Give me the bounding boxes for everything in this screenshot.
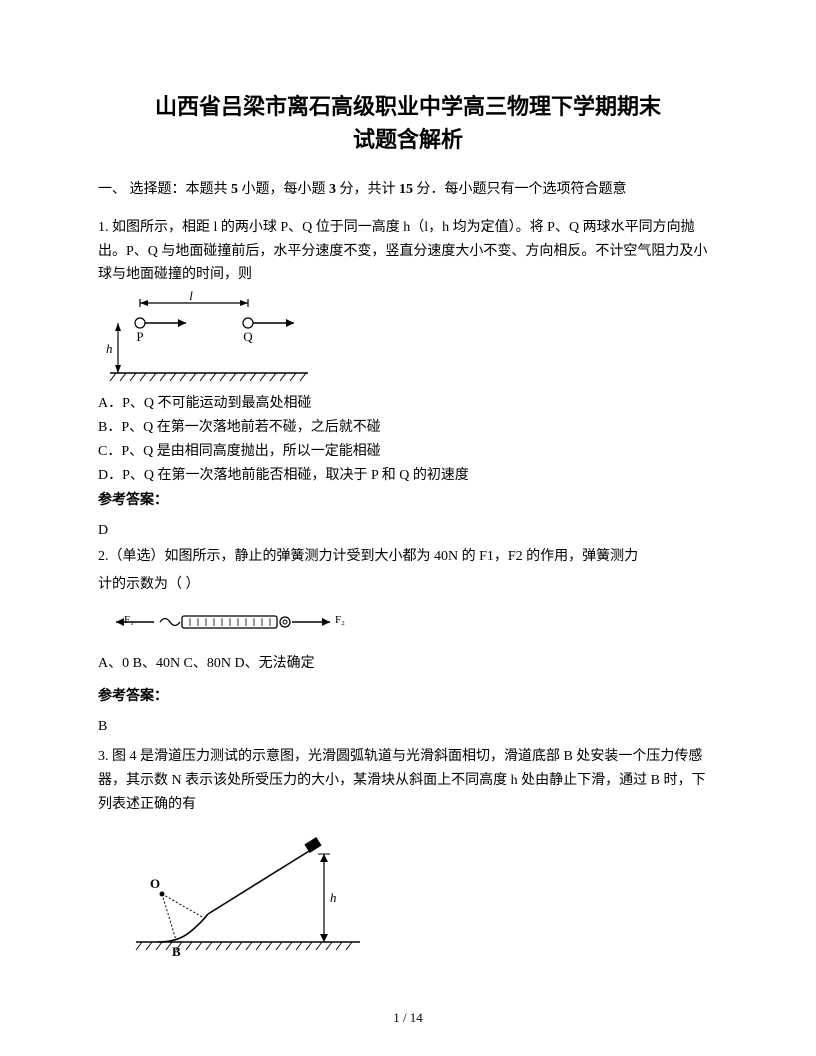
page-number: 1 / 14 xyxy=(0,1010,816,1026)
page-title: 山西省吕梁市离石高级职业中学高三物理下学期期末 试题含解析 xyxy=(98,90,718,156)
q1-num: 1. xyxy=(98,220,109,235)
q2-prefix: （单选）如图所示，静止的弹簧测力计受到大小都为 40N 的 F1，F2 的作用，… xyxy=(109,549,639,564)
title-line1: 山西省吕梁市离石高级职业中学高三物理下学期期末 xyxy=(155,94,661,119)
q2-line2: 计的示数为（ ） xyxy=(98,573,718,597)
title-line2: 试题含解析 xyxy=(353,127,463,152)
label-F1: F₁ xyxy=(124,614,134,626)
q2-options: A、0 B、40N C、80N D、无法确定 xyxy=(98,652,718,676)
q1-option-a: A．P、Q 不可能运动到最高处相碰 xyxy=(98,392,718,416)
question-2: 2.（单选）如图所示，静止的弹簧测力计受到大小都为 40N 的 F1，F2 的作… xyxy=(98,545,718,569)
q3-figure: O B h xyxy=(128,830,718,965)
label-l: l xyxy=(189,291,193,303)
label-P: P xyxy=(136,329,143,344)
q1-figure: l P Q h xyxy=(98,291,718,388)
q1-answer-label: 参考答案： xyxy=(98,489,718,513)
label-h: h xyxy=(106,341,113,356)
q2-num: 2. xyxy=(98,549,109,564)
label-F2: F₂ xyxy=(335,614,345,626)
question-1: 1. 如图所示，相距 l 的两小球 P、Q 位于同一高度 h（l，h 均为定值）… xyxy=(98,216,718,287)
question-3: 3. 图 4 是滑道压力测试的示意图，光滑圆弧轨道与光滑斜面相切，滑道底部 B … xyxy=(98,745,718,816)
q1-answer: D xyxy=(98,519,718,543)
q3-num: 3. xyxy=(98,749,109,764)
label-Q: Q xyxy=(243,329,253,344)
q3-text: 图 4 是滑道压力测试的示意图，光滑圆弧轨道与光滑斜面相切，滑道底部 B 处安装… xyxy=(98,749,705,812)
q2-answer: B xyxy=(98,715,718,739)
section-header: 一、 选择题：本题共 5 小题，每小题 3 分，共计 15 分．每小题只有一个选… xyxy=(98,178,718,202)
q1-option-b: B．P、Q 在第一次落地前若不碰，之后就不碰 xyxy=(98,416,718,440)
q1-option-d: D．P、Q 在第一次落地前能否相碰，取决于 P 和 Q 的初速度 xyxy=(98,464,718,488)
label-h3: h xyxy=(330,890,337,905)
q1-text: 如图所示，相距 l 的两小球 P、Q 位于同一高度 h（l，h 均为定值）。将 … xyxy=(98,220,707,283)
q2-answer-label: 参考答案： xyxy=(98,685,718,709)
label-B: B xyxy=(172,944,181,959)
label-O: O xyxy=(150,876,160,891)
q1-option-c: C．P、Q 是由相同高度抛出，所以一定能相碰 xyxy=(98,440,718,464)
q2-figure: F₁ F₂ xyxy=(110,607,718,642)
